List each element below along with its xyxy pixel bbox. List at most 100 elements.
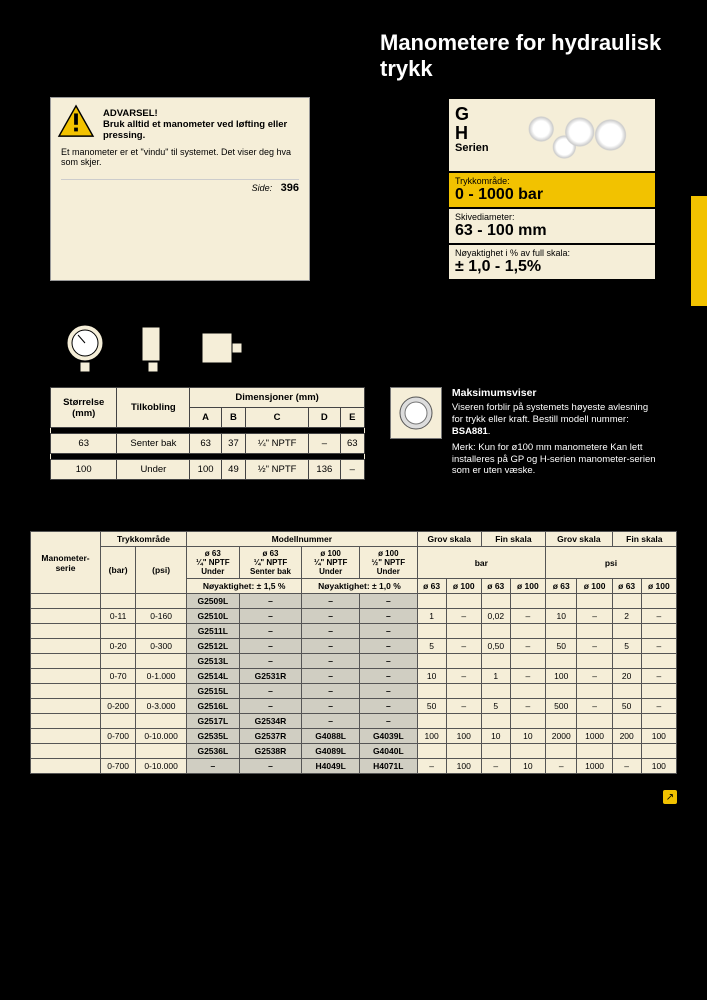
cell-model: – <box>359 654 417 669</box>
h-fin2: Fin skala <box>612 532 676 547</box>
cell: 50 <box>545 639 576 654</box>
cell: 10 <box>545 609 576 624</box>
cell: 49 <box>221 460 245 480</box>
cell <box>31 714 101 729</box>
cell <box>545 654 576 669</box>
cell <box>510 594 545 609</box>
cell-model: – <box>359 624 417 639</box>
cell <box>510 714 545 729</box>
cell: 50 <box>612 699 641 714</box>
cell: 5 <box>417 639 446 654</box>
cell: 0-300 <box>136 639 187 654</box>
h-grov2: Grov skala <box>545 532 612 547</box>
cell <box>577 744 612 759</box>
col-dim: Dimensjoner (mm) <box>190 388 365 408</box>
table-row: G2515L––– <box>31 684 677 699</box>
cell: 0-10.000 <box>136 759 187 774</box>
cell: 37 <box>221 434 245 454</box>
cell-model: G2515L <box>186 684 239 699</box>
h-model: Modellnummer <box>186 532 417 547</box>
cell: – <box>309 434 341 454</box>
cell-model: – <box>359 714 417 729</box>
cell: 100 <box>446 729 481 744</box>
cell: 0-11 <box>101 609 136 624</box>
cell <box>31 729 101 744</box>
cell: 1 <box>417 609 446 624</box>
cell <box>136 594 187 609</box>
cell-model: – <box>239 759 302 774</box>
cell: 0-1.000 <box>136 669 187 684</box>
cell <box>641 654 676 669</box>
h-bar-u: (bar) <box>101 547 136 594</box>
spec-label: Nøyaktighet i % av full skala: <box>449 245 655 258</box>
max-body-text: Viseren forblir på systemets høyeste avl… <box>452 402 648 425</box>
footer-icon: ↗ <box>663 790 677 804</box>
cell-model: G4088L <box>302 729 360 744</box>
cell <box>545 744 576 759</box>
main-table-wrap: Manometer-serie Trykkområde Modellnummer… <box>0 481 707 774</box>
table-row: 0-110-160G2510L–––1–0,02–10–2– <box>31 609 677 624</box>
table-row: 0-7000-10.000––H4049LH4071L–100–10–1000–… <box>31 759 677 774</box>
cell: 50 <box>417 699 446 714</box>
cell-model: – <box>239 609 302 624</box>
h-d: ø 63 <box>481 579 510 594</box>
cell: – <box>446 639 481 654</box>
max-title: Maksimumsviser <box>452 387 657 399</box>
cell-model: G2536L <box>186 744 239 759</box>
series-g: G <box>455 104 469 124</box>
warning-bold: Bruk alltid et manometer ved løfting ell… <box>103 119 299 141</box>
cell: 100 <box>51 460 117 480</box>
h-d: ø 100 <box>510 579 545 594</box>
cell <box>612 624 641 639</box>
cell-model: G2538R <box>239 744 302 759</box>
cell-model: G2516L <box>186 699 239 714</box>
dimensions-table: Størrelse(mm) Tilkobling Dimensjoner (mm… <box>50 387 365 480</box>
gauge-product-image <box>495 105 649 165</box>
cell: 1 <box>481 669 510 684</box>
cell <box>446 594 481 609</box>
cell-model: G4039L <box>359 729 417 744</box>
cell <box>481 654 510 669</box>
cell-model: – <box>302 639 360 654</box>
h-m3: ø 100¼" NPTFUnder <box>302 547 360 579</box>
cell <box>101 624 136 639</box>
cell: – <box>641 609 676 624</box>
col-d: D <box>309 408 341 428</box>
cell-model: – <box>239 684 302 699</box>
cell: 0,50 <box>481 639 510 654</box>
table-row: 0-700-1.000G2514LG2531R––10–1–100–20– <box>31 669 677 684</box>
warning-box: ADVARSEL! Bruk alltid et manometer ved l… <box>50 97 310 281</box>
spec-value: 63 - 100 mm <box>449 222 655 243</box>
cell <box>612 594 641 609</box>
cell: 2000 <box>545 729 576 744</box>
cell: 2 <box>612 609 641 624</box>
col-c: C <box>246 408 309 428</box>
cell <box>446 624 481 639</box>
gauge-top-diagram <box>196 321 246 377</box>
cell <box>31 759 101 774</box>
series-label: Serien <box>455 143 489 155</box>
col-conn: Tilkobling <box>117 388 190 428</box>
cell-model: G2510L <box>186 609 239 624</box>
h-m4: ø 100½" NPTFUnder <box>359 547 417 579</box>
cell: 0-160 <box>136 609 187 624</box>
cell-model: – <box>302 669 360 684</box>
cell: – <box>641 699 676 714</box>
cell <box>612 654 641 669</box>
cell <box>545 714 576 729</box>
cell <box>417 594 446 609</box>
cell <box>31 669 101 684</box>
cell: 0-700 <box>101 729 136 744</box>
cell <box>101 654 136 669</box>
cell: – <box>510 669 545 684</box>
cell <box>545 684 576 699</box>
h-d: ø 63 <box>545 579 576 594</box>
h-psi: psi <box>545 547 676 579</box>
spec-accuracy: Nøyaktighet i % av full skala: ± 1,0 - 1… <box>447 245 657 281</box>
cell <box>577 714 612 729</box>
cell: – <box>545 759 576 774</box>
cell: 0-3.000 <box>136 699 187 714</box>
cell <box>31 609 101 624</box>
cell: – <box>510 639 545 654</box>
cell <box>417 684 446 699</box>
